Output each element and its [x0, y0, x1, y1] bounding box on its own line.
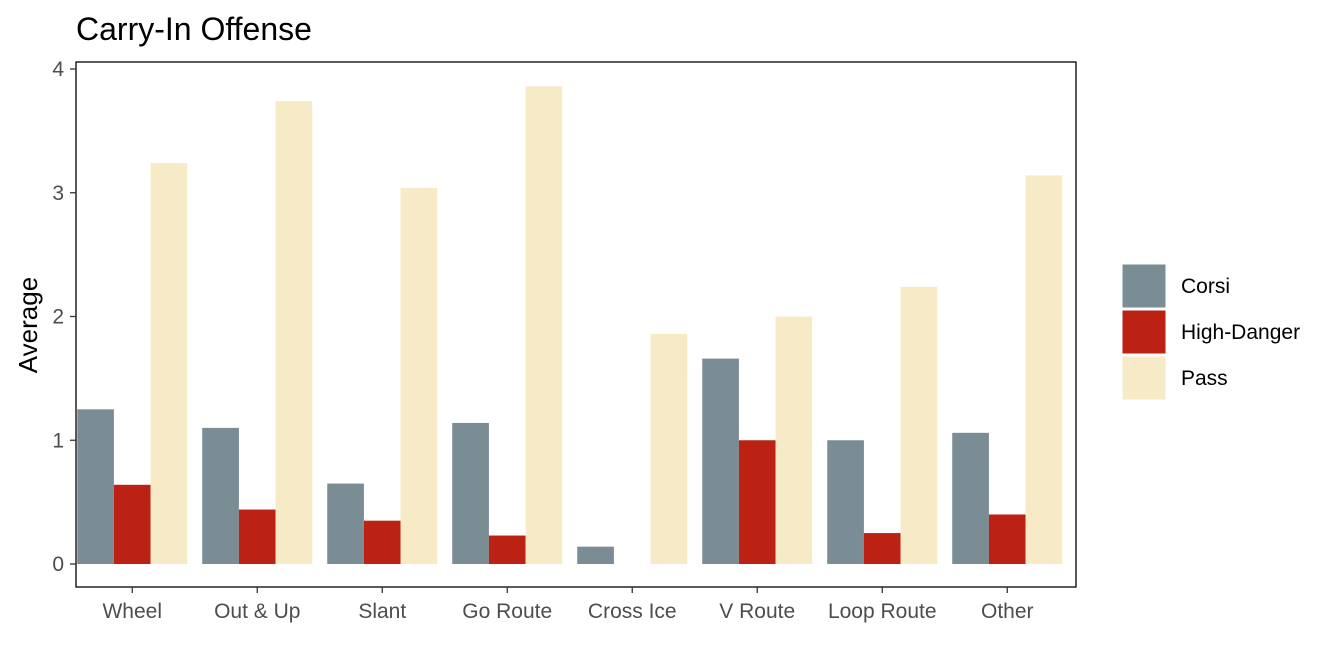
bar-pass-other: [1025, 175, 1063, 565]
bar-corsi-other: [952, 432, 989, 564]
x-tick-label: Wheel: [102, 600, 162, 623]
y-tick-label: 0: [52, 553, 64, 576]
legend-label-corsi: Corsi: [1181, 275, 1230, 298]
legend-key-pass: [1121, 355, 1167, 401]
bar-high-danger-other: [988, 514, 1026, 564]
bar-high-danger-go-route: [488, 535, 526, 564]
bar-high-danger-wheel: [113, 484, 151, 564]
panel-border: [75, 61, 1077, 588]
x-tick-label: V Route: [719, 600, 795, 623]
y-tick-label: 3: [52, 182, 64, 205]
bar-pass-out-up: [275, 101, 313, 565]
bar-corsi-go-route: [452, 422, 489, 564]
legend-key-high-danger: [1121, 309, 1167, 355]
bar-pass-v-route: [775, 316, 813, 564]
legend: Corsi High-Danger Pass: [1121, 263, 1300, 401]
bar-high-danger-out-up: [238, 509, 276, 564]
x-tick-label: Out & Up: [214, 600, 300, 623]
bar-pass-slant: [400, 187, 438, 565]
bar-high-danger-v-route: [738, 440, 776, 564]
x-tick-label: Slant: [358, 600, 406, 623]
x-tick-label: Cross Ice: [588, 600, 677, 623]
bar-corsi-v-route: [702, 358, 739, 564]
bar-corsi-out-up: [202, 427, 239, 564]
bar-pass-go-route: [525, 86, 563, 564]
bar-corsi-cross-ice: [577, 546, 614, 564]
bar-pass-cross-ice: [650, 333, 688, 564]
y-tick-label: 4: [52, 58, 64, 81]
y-tick-label: 1: [52, 429, 64, 452]
bar-corsi-loop-route: [827, 440, 864, 564]
bar-high-danger-loop-route: [863, 533, 901, 564]
x-tick-label: Go Route: [462, 600, 552, 623]
legend-key-corsi: [1121, 263, 1167, 309]
bar-high-danger-slant: [363, 520, 401, 564]
x-tick-label: Other: [981, 600, 1034, 623]
legend-label-pass: Pass: [1181, 367, 1228, 390]
plot-area: 0 1 2 3 4 Wheel Out & Up Slant Go Route Cross Ice…: [52, 58, 1077, 623]
legend-label-high-danger: High-Danger: [1181, 321, 1300, 344]
bar-pass-loop-route: [900, 286, 938, 564]
bar-pass-wheel: [150, 163, 188, 565]
x-tick-label: Loop Route: [828, 600, 937, 623]
y-axis-title: Average: [13, 277, 43, 373]
bar-corsi-wheel: [77, 409, 114, 564]
chart-title: Carry-In Offense: [76, 11, 312, 47]
bar-corsi-slant: [327, 483, 364, 564]
y-tick-label: 2: [52, 306, 64, 329]
